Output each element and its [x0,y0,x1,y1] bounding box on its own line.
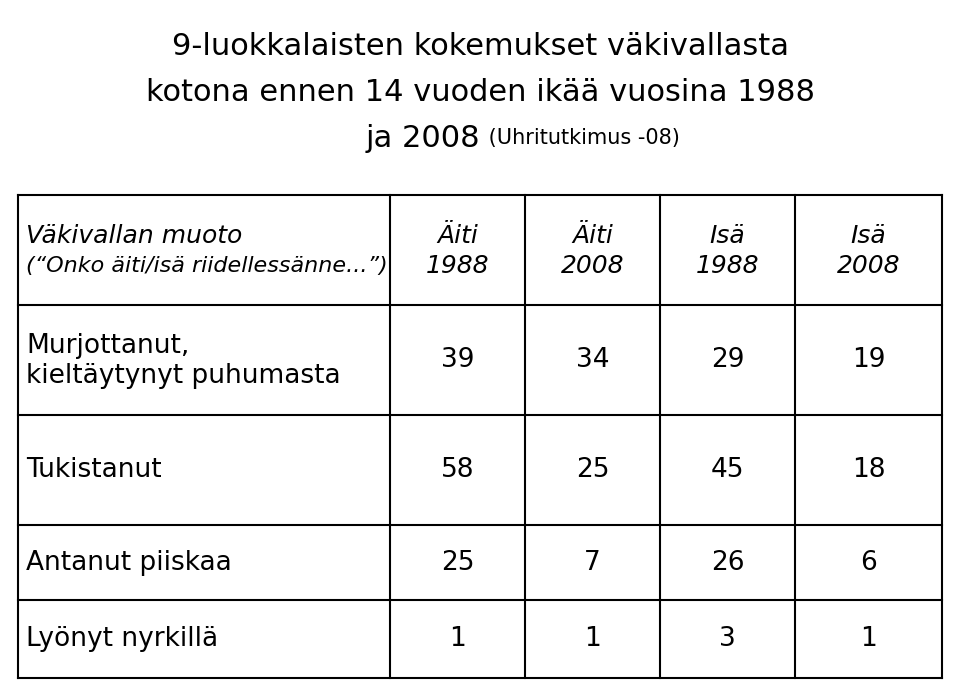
Text: 25: 25 [441,549,474,575]
Text: 7: 7 [584,549,601,575]
Text: 58: 58 [441,457,474,483]
Text: Tukistanut: Tukistanut [26,457,161,483]
Text: Äiti: Äiti [572,224,612,248]
Text: 19: 19 [852,347,885,373]
Text: 34: 34 [576,347,610,373]
Text: kotona ennen 14 vuoden ikää vuosina 1988: kotona ennen 14 vuoden ikää vuosina 1988 [146,78,814,107]
Text: 1: 1 [860,626,876,652]
Text: Väkivallan muoto: Väkivallan muoto [26,224,242,248]
Text: (“Onko äiti/isä riidellessänne...”): (“Onko äiti/isä riidellessänne...”) [26,256,388,276]
Text: Isä: Isä [709,224,745,248]
Text: Murjottanut,: Murjottanut, [26,333,189,359]
Text: 1: 1 [584,626,601,652]
Text: 3: 3 [719,626,736,652]
Text: 39: 39 [441,347,474,373]
Text: 18: 18 [852,457,885,483]
Text: 2008: 2008 [837,254,900,278]
Text: Antanut piiskaa: Antanut piiskaa [26,549,231,575]
Text: 45: 45 [710,457,744,483]
Text: Äiti: Äiti [437,224,478,248]
Text: 1: 1 [449,626,466,652]
Text: (Uhritutkimus -08): (Uhritutkimus -08) [482,128,680,148]
Text: ja 2008: ja 2008 [366,124,480,153]
Text: 2008: 2008 [561,254,624,278]
Text: 25: 25 [576,457,610,483]
Text: Isä: Isä [851,224,886,248]
Text: 29: 29 [710,347,744,373]
Text: 1988: 1988 [425,254,490,278]
Text: 6: 6 [860,549,876,575]
Text: 1988: 1988 [696,254,759,278]
Text: Lyönyt nyrkillä: Lyönyt nyrkillä [26,626,218,652]
Text: kieltäytynyt puhumasta: kieltäytynyt puhumasta [26,363,341,389]
Text: 26: 26 [710,549,744,575]
Text: 9-luokkalaisten kokemukset väkivallasta: 9-luokkalaisten kokemukset väkivallasta [172,32,788,61]
